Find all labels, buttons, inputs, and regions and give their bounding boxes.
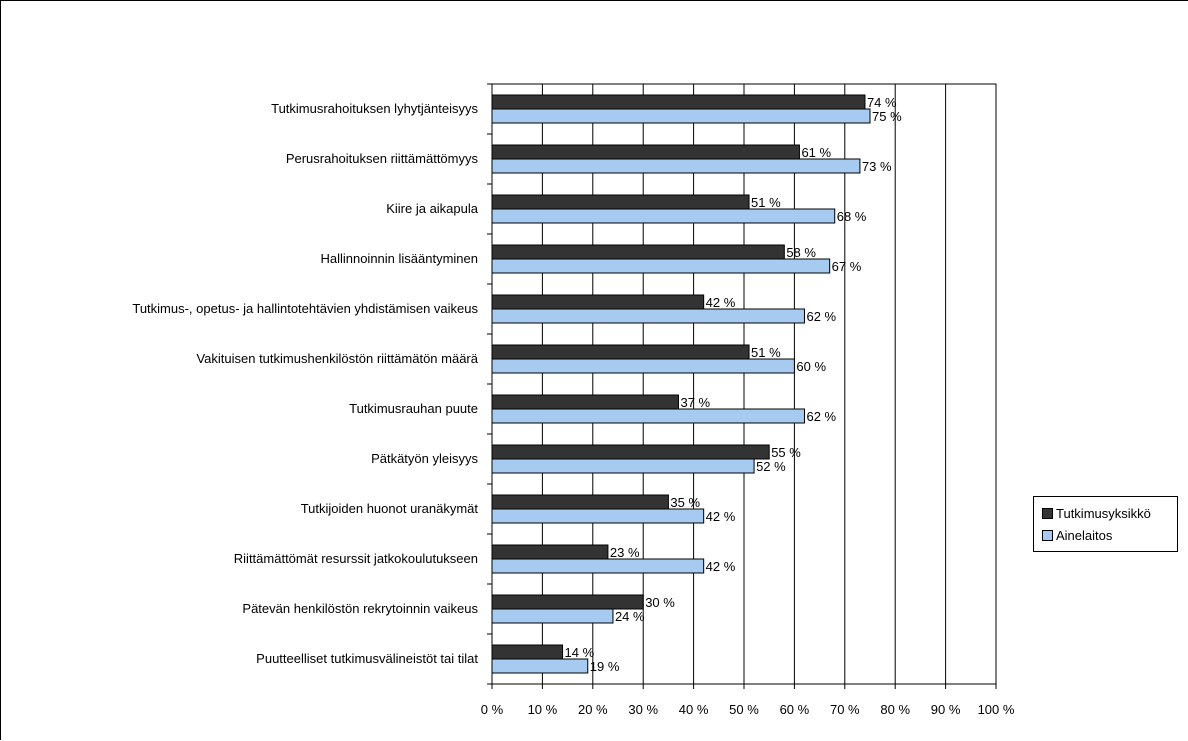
data-label-ainelaitos-0: 75 % [872,109,902,124]
data-label-tutkimusyksikko-9: 23 % [610,545,640,560]
x-tick-label-40: 40 % [679,702,709,717]
bar-ainelaitos-10 [491,608,614,624]
category-label-0: Tutkimusrahoituksen lyhytjänteisyys [271,101,478,116]
data-label-ainelaitos-11: 19 % [590,659,620,674]
data-label-tutkimusyksikko-11: 14 % [565,645,595,660]
bar-tutkimusyksikko-2 [491,194,750,210]
data-label-ainelaitos-4: 62 % [806,309,836,324]
bar-ainelaitos-1 [491,158,861,174]
data-label-ainelaitos-5: 60 % [796,359,826,374]
data-label-ainelaitos-6: 62 % [806,409,836,424]
x-tick-label-70: 70 % [830,702,860,717]
x-tick-label-0: 0 % [481,702,504,717]
data-label-ainelaitos-2: 68 % [837,209,867,224]
category-label-3: Hallinnoinnin lisääntyminen [320,251,478,266]
legend-label-ainelaitos: Ainelaitos [1056,528,1113,543]
data-label-tutkimusyksikko-1: 61 % [801,145,831,160]
x-tick-label-60: 60 % [780,702,810,717]
category-label-4: Tutkimus-, opetus- ja hallintotehtävien … [132,301,478,316]
category-label-2: Kiire ja aikapula [386,201,479,216]
bar-ainelaitos-4 [491,308,805,324]
category-label-10: Pätevän henkilöstön rekrytoinnin vaikeus [242,601,478,616]
bar-tutkimusyksikko-9 [491,544,609,560]
bar-tutkimusyksikko-4 [491,294,705,310]
bar-ainelaitos-2 [491,208,836,224]
legend-item-ainelaitos: Ainelaitos [1042,527,1112,545]
data-label-tutkimusyksikko-10: 30 % [645,595,675,610]
data-label-ainelaitos-8: 42 % [706,509,736,524]
category-label-7: Pätkätyön yleisyys [371,451,478,466]
bar-tutkimusyksikko-10 [491,594,644,610]
bar-tutkimusyksikko-6 [491,394,679,410]
x-tick-label-30: 30 % [628,702,658,717]
data-label-ainelaitos-3: 67 % [832,259,862,274]
legend: Tutkimusyksikkö Ainelaitos [1033,496,1178,552]
data-label-ainelaitos-9: 42 % [706,559,736,574]
data-label-ainelaitos-1: 73 % [862,159,892,174]
x-tick-label-80: 80 % [880,702,910,717]
data-label-ainelaitos-7: 52 % [756,459,786,474]
bar-tutkimusyksikko-0 [491,94,866,110]
bar-ainelaitos-11 [491,658,589,674]
data-label-tutkimusyksikko-3: 58 % [786,245,816,260]
data-label-tutkimusyksikko-8: 35 % [670,495,700,510]
data-label-tutkimusyksikko-4: 42 % [706,295,736,310]
bar-ainelaitos-7 [491,458,755,474]
bar-ainelaitos-8 [491,508,705,524]
bar-tutkimusyksikko-7 [491,444,770,460]
bar-tutkimusyksikko-5 [491,344,750,360]
data-label-tutkimusyksikko-5: 51 % [751,345,781,360]
legend-label-tutkimusyksikko: Tutkimusyksikkö [1056,506,1151,521]
category-label-6: Tutkimusrauhan puute [349,401,478,416]
category-label-5: Vakituisen tutkimushenkilöstön riittämät… [196,351,478,366]
x-tick-label-90: 90 % [931,702,961,717]
category-label-8: Tutkijoiden huonot uranäkymät [301,501,479,516]
legend-item-tutkimusyksikko: Tutkimusyksikkö [1042,505,1151,523]
data-label-tutkimusyksikko-6: 37 % [680,395,710,410]
bar-tutkimusyksikko-8 [491,494,669,510]
x-tick-label-50: 50 % [729,702,759,717]
bar-tutkimusyksikko-11 [491,644,564,660]
data-label-tutkimusyksikko-7: 55 % [771,445,801,460]
bar-ainelaitos-0 [491,108,871,124]
x-tick-label-10: 10 % [528,702,558,717]
x-tick-label-20: 20 % [578,702,608,717]
bar-tutkimusyksikko-1 [491,144,800,160]
data-label-tutkimusyksikko-0: 74 % [867,95,897,110]
bar-ainelaitos-6 [491,408,805,424]
bar-tutkimusyksikko-3 [491,244,785,260]
bar-ainelaitos-9 [491,558,705,574]
bar-ainelaitos-3 [491,258,831,274]
legend-swatch-tutkimusyksikko [1042,508,1053,519]
category-label-1: Perusrahoituksen riittämättömyys [286,151,479,166]
data-label-ainelaitos-10: 24 % [615,609,645,624]
data-label-tutkimusyksikko-2: 51 % [751,195,781,210]
bar-ainelaitos-5 [491,358,795,374]
x-tick-label-100: 100 % [978,702,1015,717]
category-label-11: Puutteelliset tutkimusvälineistöt tai ti… [256,651,478,666]
legend-swatch-ainelaitos [1042,530,1053,541]
category-label-9: Riittämättömät resurssit jatkokoulutukse… [234,551,478,566]
